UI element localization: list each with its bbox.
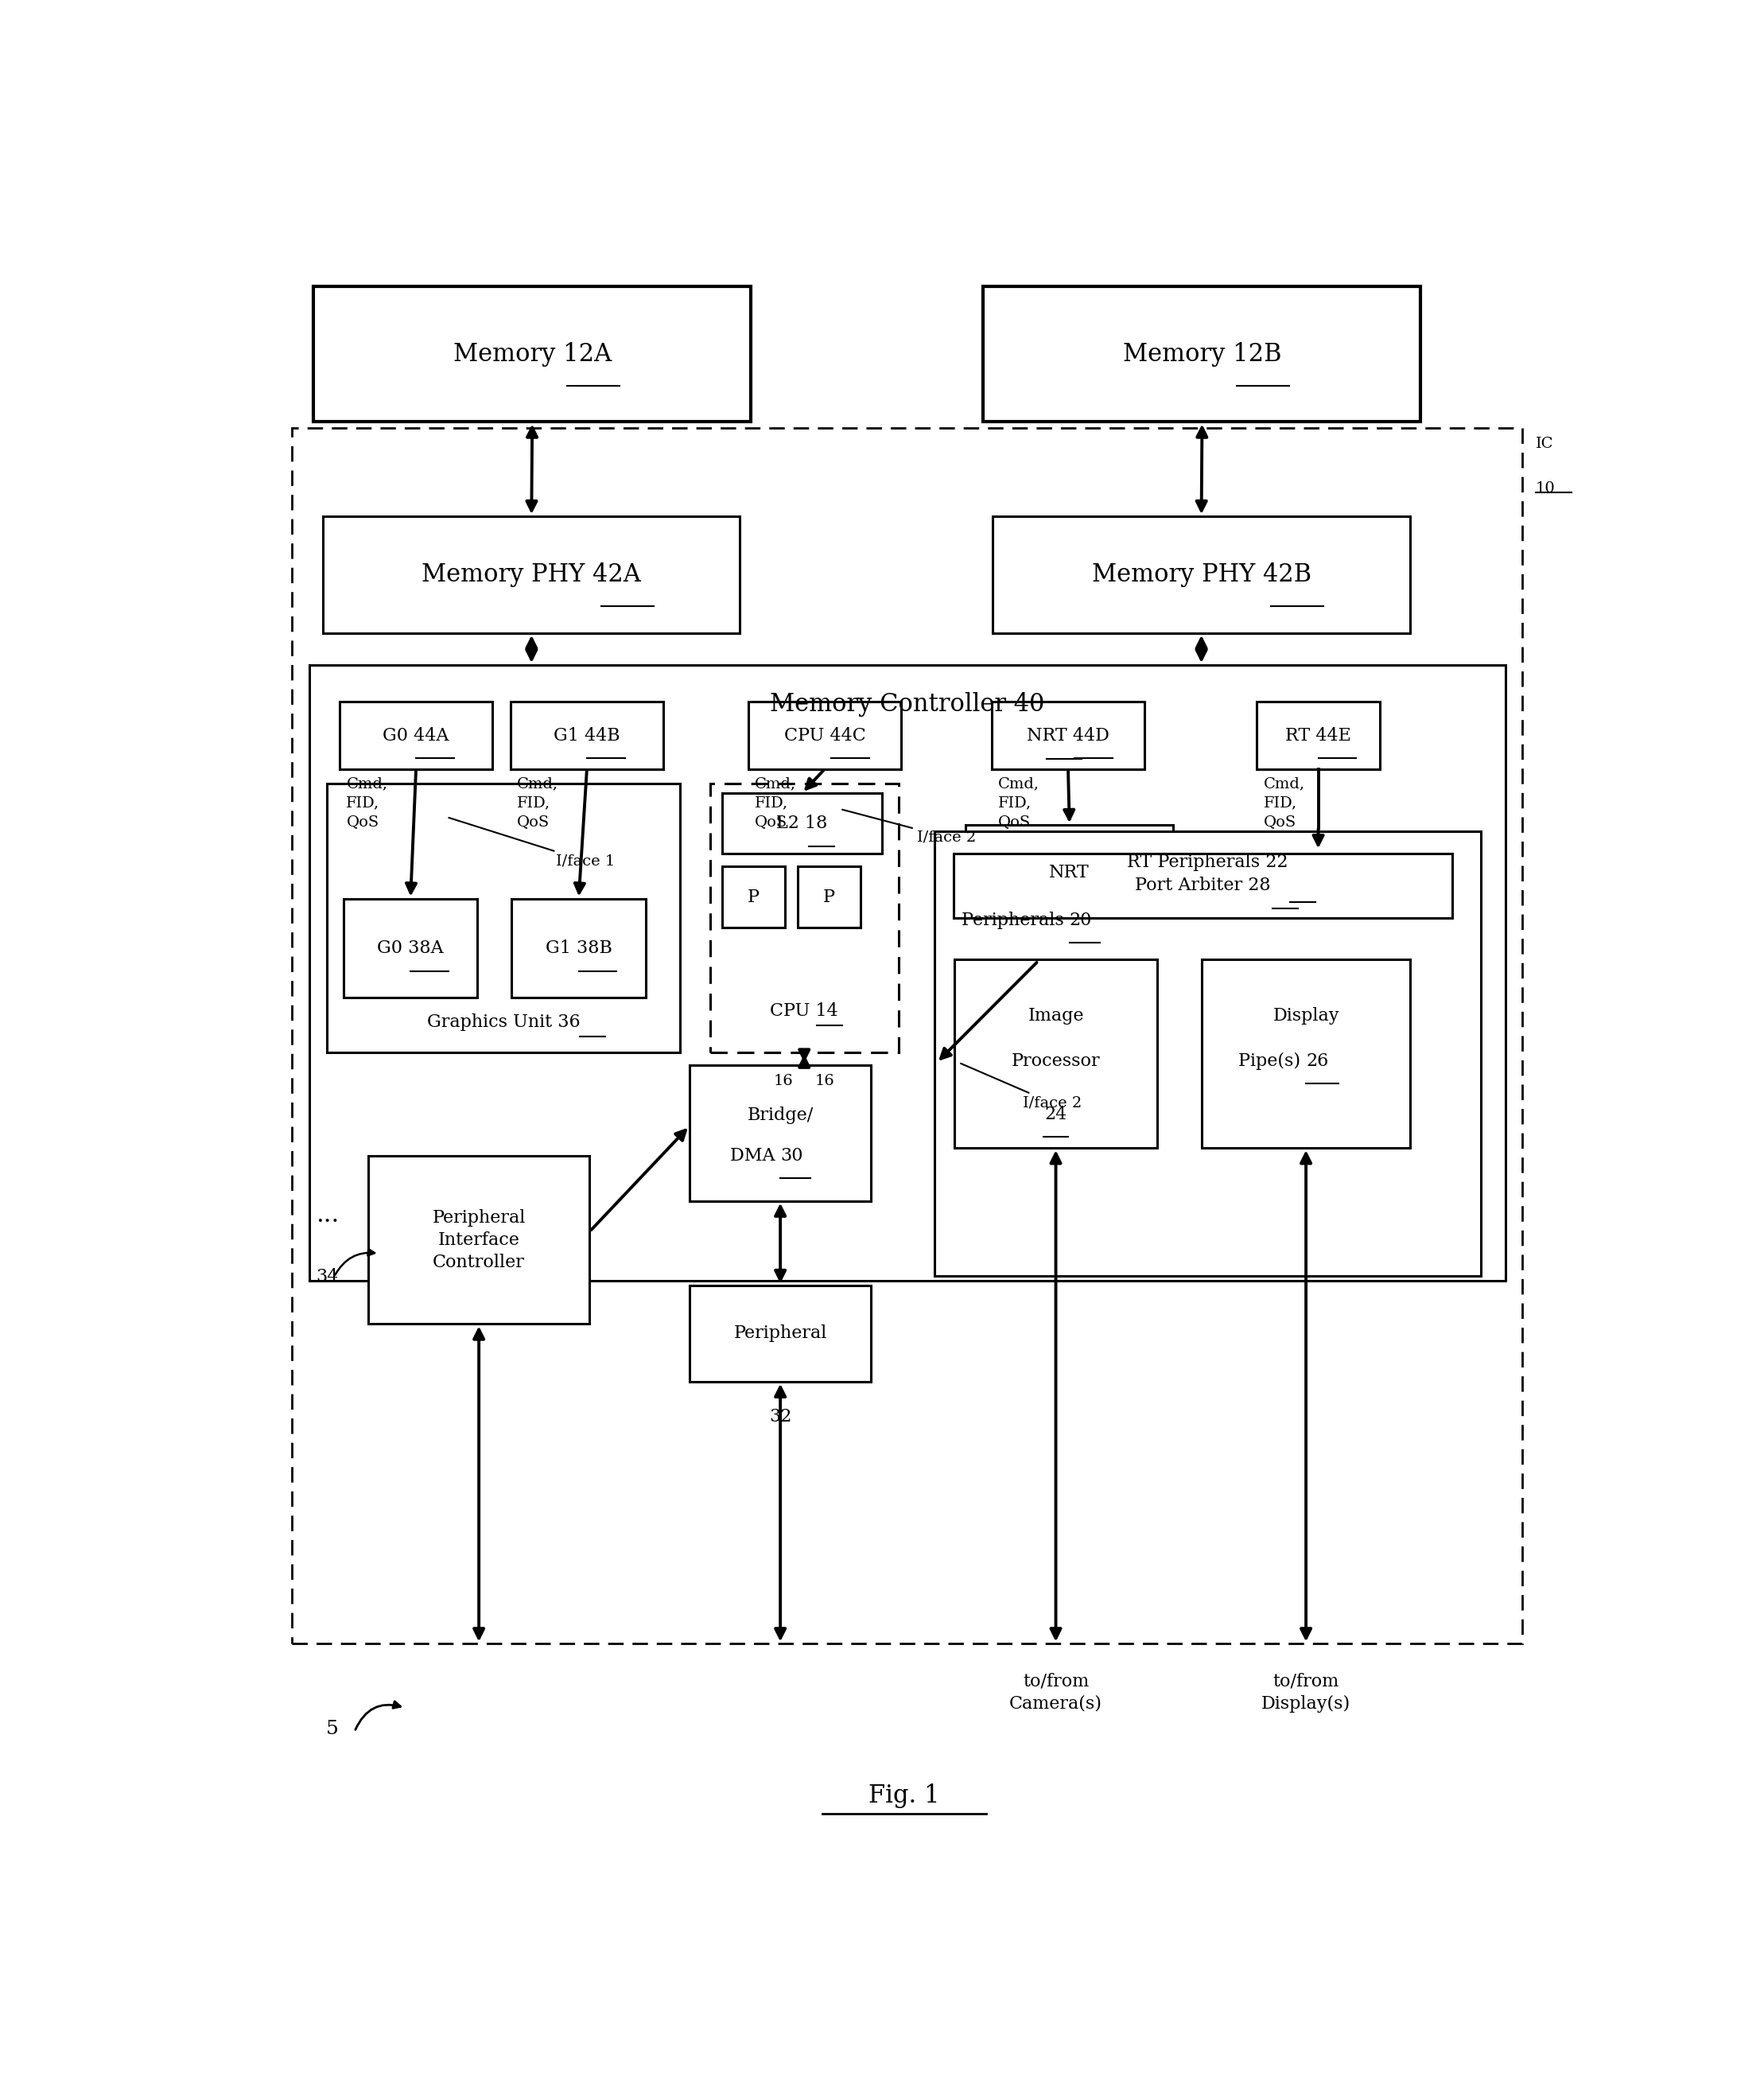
Text: Image: Image	[1028, 1007, 1083, 1024]
Text: 30: 30	[780, 1147, 803, 1165]
Bar	[339, 702, 492, 768]
Text: 16: 16	[815, 1074, 834, 1088]
Text: Fig. 1: Fig. 1	[868, 1784, 940, 1809]
Text: 24: 24	[1044, 1105, 1067, 1124]
Text: CPU 44C: CPU 44C	[783, 727, 866, 744]
Text: to/from
Camera(s): to/from Camera(s)	[1009, 1672, 1102, 1711]
Bar	[690, 1066, 871, 1201]
Text: 10: 10	[1536, 482, 1556, 496]
Text: G0 44A: G0 44A	[383, 727, 450, 744]
Text: Cmd,
FID,
QoS: Cmd, FID, QoS	[998, 777, 1039, 829]
Text: IC: IC	[1536, 436, 1554, 451]
Text: ...: ...	[316, 1203, 339, 1228]
Bar	[344, 899, 478, 997]
Bar	[709, 783, 898, 1053]
Bar	[690, 1286, 871, 1381]
Bar	[309, 665, 1506, 1282]
Text: DMA: DMA	[730, 1147, 780, 1165]
Text: Peripherals: Peripherals	[961, 912, 1069, 928]
Text: NRT 44D: NRT 44D	[1027, 727, 1110, 744]
Text: Peripheral: Peripheral	[734, 1325, 827, 1342]
Bar	[797, 866, 861, 926]
Bar	[721, 793, 882, 854]
Bar	[993, 517, 1409, 633]
Text: 34: 34	[316, 1269, 339, 1286]
Text: 5: 5	[326, 1720, 339, 1738]
Bar	[935, 831, 1482, 1275]
Bar	[510, 702, 663, 768]
Text: Cmd,
FID,
QoS: Cmd, FID, QoS	[1263, 777, 1305, 829]
Text: CPU 14: CPU 14	[771, 1003, 838, 1020]
Bar	[326, 783, 679, 1053]
Text: Processor: Processor	[1011, 1053, 1101, 1070]
Text: 16: 16	[774, 1074, 794, 1088]
Text: G0 38A: G0 38A	[377, 939, 445, 957]
Bar	[991, 702, 1145, 768]
Text: 26: 26	[1305, 1053, 1328, 1070]
Bar	[954, 960, 1157, 1149]
Text: Memory PHY 42A: Memory PHY 42A	[422, 563, 642, 588]
Text: NRT: NRT	[1050, 864, 1090, 881]
Text: I/face 1: I/face 1	[448, 818, 616, 868]
Text: I/face 2: I/face 2	[841, 810, 975, 843]
Text: Pipe(s): Pipe(s)	[1238, 1053, 1305, 1070]
Text: Peripheral
Interface
Controller: Peripheral Interface Controller	[432, 1209, 526, 1271]
Text: Cmd,
FID,
QoS: Cmd, FID, QoS	[517, 777, 559, 829]
Text: RT Peripherals 22: RT Peripherals 22	[1127, 854, 1288, 870]
Bar	[314, 287, 751, 422]
Bar	[721, 866, 785, 926]
Text: Bridge/: Bridge/	[748, 1107, 813, 1124]
Text: Cmd,
FID,
QoS: Cmd, FID, QoS	[346, 777, 388, 829]
Text: 20: 20	[1069, 912, 1092, 928]
Text: Port Arbiter 28: Port Arbiter 28	[1134, 876, 1270, 895]
Text: Memory 12A: Memory 12A	[453, 341, 612, 366]
Bar	[1201, 960, 1409, 1149]
Bar	[1256, 702, 1379, 768]
Text: RT 44E: RT 44E	[1286, 727, 1351, 744]
Text: I/face 2: I/face 2	[961, 1063, 1081, 1111]
Text: L2 18: L2 18	[776, 814, 827, 833]
Bar	[953, 854, 1452, 918]
Bar	[291, 428, 1522, 1643]
Text: Display: Display	[1274, 1007, 1339, 1024]
Text: Memory PHY 42B: Memory PHY 42B	[1092, 563, 1311, 588]
Text: 32: 32	[769, 1408, 792, 1425]
Bar	[512, 899, 646, 997]
Text: Cmd,
FID,
QoS: Cmd, FID, QoS	[755, 777, 796, 829]
Text: G1 38B: G1 38B	[545, 939, 612, 957]
Bar	[369, 1157, 589, 1323]
Bar	[323, 517, 741, 633]
Text: Graphics Unit 36: Graphics Unit 36	[427, 1014, 580, 1032]
Text: P: P	[748, 889, 760, 906]
Text: G1 44B: G1 44B	[554, 727, 621, 744]
Text: Memory Controller 40: Memory Controller 40	[771, 692, 1044, 717]
Text: to/from
Display(s): to/from Display(s)	[1261, 1672, 1351, 1711]
Bar	[983, 287, 1420, 422]
Text: Memory 12B: Memory 12B	[1122, 341, 1281, 366]
Bar	[748, 702, 901, 768]
Bar	[965, 825, 1173, 962]
Text: P: P	[822, 889, 834, 906]
